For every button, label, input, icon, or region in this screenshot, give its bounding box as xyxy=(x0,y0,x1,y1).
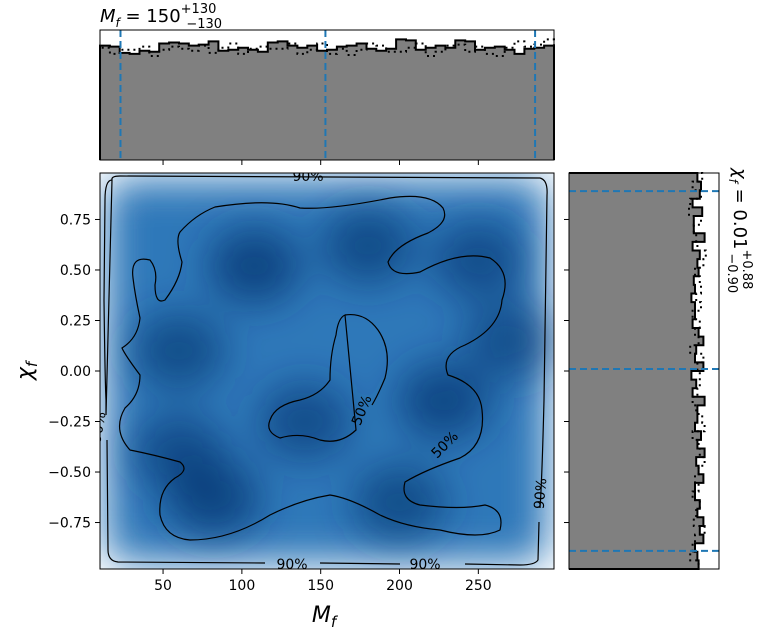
marginal-y-histogram xyxy=(569,172,707,570)
marginal-x-panel: Mf = 150+130 −130 xyxy=(99,2,555,165)
contour-lines xyxy=(103,175,548,566)
x-tick-label: 50 xyxy=(154,578,172,594)
marginal-x-histogram xyxy=(99,38,555,160)
density-peak xyxy=(463,302,554,379)
y-tick-label: 0.25 xyxy=(60,313,91,329)
joint-ticks: 50 100 150 200 250 0.75 0.50 0.25 0.00 −0.25 −0.50… xyxy=(48,212,492,594)
marginal-x-title-sub: f xyxy=(116,16,122,30)
hist-dotted xyxy=(569,172,707,570)
marginal-y-quantile-lines xyxy=(569,190,719,552)
contour-label: 90% xyxy=(409,557,440,573)
density-peak xyxy=(132,312,225,389)
marginal-y-title: χf = 0.01+0.88−0.90 xyxy=(724,167,754,293)
marginal-x-title-lower: −130 xyxy=(186,17,222,32)
density-peak xyxy=(353,464,446,541)
density-peaks xyxy=(132,207,554,541)
density-peak xyxy=(132,413,225,490)
hist-dotted xyxy=(99,38,555,160)
y-tick-label: −0.50 xyxy=(48,465,91,481)
x-axis-label: Mf xyxy=(312,603,339,631)
hist-solid xyxy=(99,38,555,160)
contour-label: 90% xyxy=(532,477,551,509)
marginal-x-frame xyxy=(99,29,555,161)
marginal-x-title: Mf = 150+130 −130 xyxy=(100,2,222,32)
marginal-x-ticks xyxy=(162,160,479,165)
contour-90-outer xyxy=(103,175,548,566)
y-tick-label: −0.25 xyxy=(48,415,91,431)
y-tick-label: 0.50 xyxy=(60,263,91,279)
contour-50-upper xyxy=(119,195,506,541)
density-peak xyxy=(208,227,301,304)
hist-solid xyxy=(569,172,706,570)
marginal-y-panel: χf = 0.01+0.88−0.90 xyxy=(564,167,754,570)
marginal-x-title-base: M xyxy=(100,6,116,27)
density-peak xyxy=(397,363,490,440)
density-peak xyxy=(432,221,525,298)
contour-label: 90% xyxy=(292,169,323,185)
hist-fill xyxy=(569,173,705,569)
marginal-y-ticks xyxy=(564,218,569,524)
density-peak xyxy=(258,383,351,460)
y-tick-label: 0.75 xyxy=(60,212,91,228)
marginal-x-title-value: 150 xyxy=(146,6,180,27)
x-tick-label: 100 xyxy=(229,578,256,594)
contour-label: 90% xyxy=(88,411,109,444)
y-axis-label: χf xyxy=(13,359,41,381)
x-tick-label: 250 xyxy=(465,578,492,594)
marginal-x-title-upper: +130 xyxy=(181,2,217,17)
y-tick-label: 0.00 xyxy=(60,364,91,380)
joint-panel: 90% 90% 90% 90% 90% 50% 50% 50 100 150 200 2… xyxy=(13,169,555,631)
contour-label: 90% xyxy=(276,557,307,573)
y-tick-label: −0.75 xyxy=(48,516,91,532)
hist-fill xyxy=(100,39,554,160)
x-tick-label: 150 xyxy=(307,578,334,594)
contour-50-inner xyxy=(268,313,388,442)
density-peak xyxy=(321,207,414,284)
x-tick-label: 200 xyxy=(386,578,413,594)
